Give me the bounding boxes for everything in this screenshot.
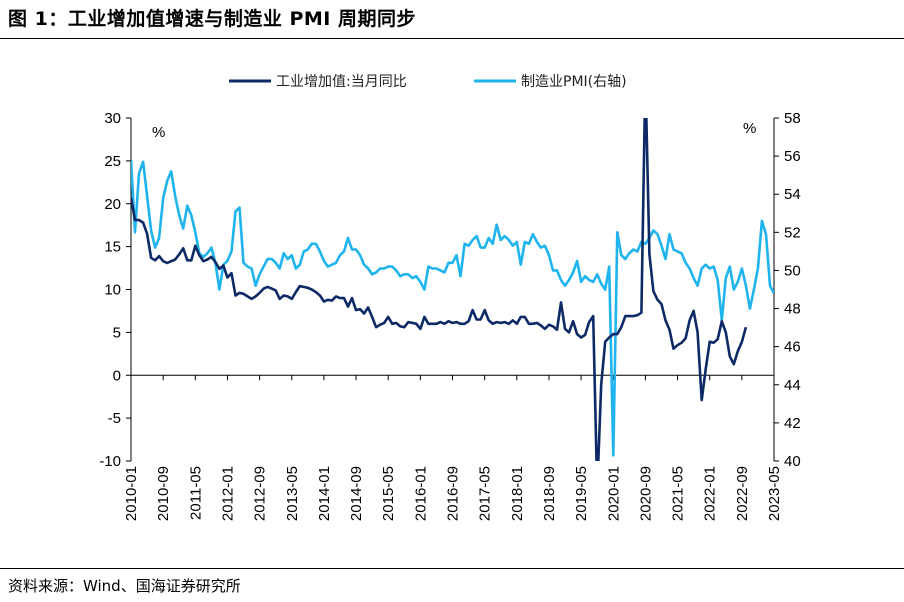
x-tick-label: 2010-01 xyxy=(123,466,140,521)
right-tick-label: 56 xyxy=(784,148,801,165)
x-tick-label: 2013-05 xyxy=(284,466,301,521)
x-tick-label: 2011-05 xyxy=(187,466,204,520)
left-axis-unit: % xyxy=(152,124,165,141)
footer-rule xyxy=(0,568,904,569)
x-tick-label: 2014-09 xyxy=(348,466,365,521)
x-tick-label: 2016-09 xyxy=(445,466,462,521)
right-tick-label: 52 xyxy=(784,224,801,241)
x-tick-label: 2023-05 xyxy=(766,466,783,521)
right-tick-label: 44 xyxy=(784,377,801,394)
x-tick-label: 2019-05 xyxy=(573,466,590,521)
x-tick-label: 2022-01 xyxy=(702,466,719,521)
header-rule xyxy=(0,38,904,39)
right-tick-label: 50 xyxy=(784,262,801,279)
left-tick-label: 30 xyxy=(104,110,121,127)
legend: 工业增加值:当月同比 制造业PMI(右轴) xyxy=(229,74,627,90)
x-tick-label: 2020-01 xyxy=(605,466,622,521)
x-tick-label: 2010-09 xyxy=(155,466,172,521)
right-tick-label: 40 xyxy=(784,453,801,470)
left-tick-label: -5 xyxy=(108,410,121,427)
x-tick-label: 2022-09 xyxy=(734,466,751,521)
left-tick-label: 20 xyxy=(104,196,121,213)
left-tick-label: 25 xyxy=(104,153,121,170)
x-tick-label: 2017-05 xyxy=(477,466,494,521)
x-tick-label: 2021-05 xyxy=(670,466,687,521)
left-tick-label: 15 xyxy=(104,239,121,256)
left-tick-label: 10 xyxy=(104,282,121,299)
source-note: 资料来源：Wind、国海证券研究所 xyxy=(8,577,241,595)
x-tick-label: 2014-01 xyxy=(316,466,333,521)
left-tick-label: 5 xyxy=(113,324,121,341)
right-axis-unit: % xyxy=(743,120,756,137)
x-tick-label: 2012-09 xyxy=(252,466,269,521)
x-tick-label: 2018-01 xyxy=(509,466,526,521)
right-tick-label: 54 xyxy=(784,186,801,203)
right-tick-label: 42 xyxy=(784,415,801,432)
x-tick-label: 2016-01 xyxy=(412,466,429,521)
plot-area xyxy=(131,118,774,461)
series-line-pmi xyxy=(131,159,774,457)
legend-label-ip: 工业增加值:当月同比 xyxy=(276,74,407,90)
x-tick-label: 2020-09 xyxy=(637,466,654,521)
left-tick-label: -10 xyxy=(99,453,121,470)
legend-label-pmi: 制造业PMI(右轴) xyxy=(521,74,627,90)
right-tick-label: 46 xyxy=(784,339,801,356)
series-line-ip xyxy=(131,118,748,461)
right-tick-label: 58 xyxy=(784,110,801,127)
x-tick-label: 2018-09 xyxy=(541,466,558,521)
chart-title: 图 1：工业增加值增速与制造业 PMI 周期同步 xyxy=(8,8,416,30)
left-tick-label: 0 xyxy=(113,367,121,384)
x-tick-label: 2015-05 xyxy=(380,466,397,521)
right-tick-label: 48 xyxy=(784,301,801,318)
axes: -10 -5 0 5 10 15 20 25 30 40 42 44 46 48 50 52 54 56 58 201… xyxy=(99,110,800,521)
x-tick-label: 2012-01 xyxy=(219,466,236,521)
